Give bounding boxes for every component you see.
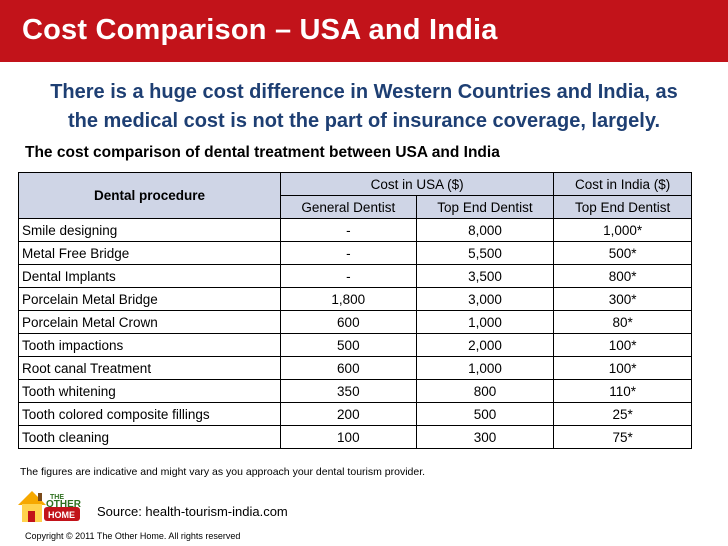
table-row: Root canal Treatment 600 1,000 100* — [18, 356, 692, 380]
india-top-cost-cell: 500* — [553, 241, 692, 265]
usa-top-cost-cell: 800 — [415, 379, 555, 403]
usa-general-cost-cell: 350 — [280, 379, 417, 403]
logo-text-other: OTHER — [46, 499, 82, 510]
cost-comparison-table: Dental procedure Cost in USA ($) Cost in… — [18, 172, 692, 449]
india-top-cost-cell: 100* — [553, 333, 692, 357]
logo-text-the: THE — [50, 494, 64, 501]
usa-top-cost-cell: 2,000 — [415, 333, 555, 357]
title-bar: Cost Comparison – USA and India — [0, 0, 728, 62]
table-row: Dental Implants - 3,500 800* — [18, 264, 692, 288]
usa-top-cost-cell: 300 — [415, 425, 555, 449]
table-row: Metal Free Bridge - 5,500 500* — [18, 241, 692, 265]
india-top-cost-cell: 25* — [553, 402, 692, 426]
intro-text: There is a huge cost difference in Weste… — [20, 78, 708, 136]
procedure-cell: Tooth colored composite fillings — [18, 402, 281, 426]
procedure-cell: Porcelain Metal Bridge — [18, 287, 281, 311]
usa-general-cost-cell: - — [280, 264, 417, 288]
disclaimer-note: The figures are indicative and might var… — [20, 466, 426, 478]
the-other-home-logo: THE OTHER HOME — [16, 487, 84, 527]
india-top-cost-cell: 800* — [553, 264, 692, 288]
india-top-cost-cell: 100* — [553, 356, 692, 380]
header-cost-india: Cost in India ($) — [553, 172, 692, 196]
usa-general-cost-cell: 100 — [280, 425, 417, 449]
copyright-notice: Copyright © 2011 The Other Home. All rig… — [25, 531, 241, 541]
usa-top-cost-cell: 5,500 — [415, 241, 555, 265]
usa-general-cost-cell: 500 — [280, 333, 417, 357]
procedure-cell: Metal Free Bridge — [18, 241, 281, 265]
subheader-india-top-end-dentist: Top End Dentist — [553, 195, 692, 219]
usa-top-cost-cell: 1,000 — [415, 310, 555, 334]
usa-top-cost-cell: 3,000 — [415, 287, 555, 311]
source-credit: Source: health-tourism-india.com — [97, 504, 288, 519]
subheader-usa-general-dentist: General Dentist — [280, 195, 417, 219]
house-logo-icon: THE OTHER HOME — [18, 491, 82, 522]
table-row: Tooth impactions 500 2,000 100* — [18, 333, 692, 357]
procedure-cell: Root canal Treatment — [18, 356, 281, 380]
procedure-cell: Smile designing — [18, 218, 281, 242]
header-cost-usa: Cost in USA ($) — [279, 172, 555, 196]
header-dental-procedure: Dental procedure — [18, 172, 281, 219]
usa-general-cost-cell: 600 — [280, 356, 417, 380]
procedure-cell: Tooth impactions — [18, 333, 281, 357]
usa-top-cost-cell: 1,000 — [415, 356, 555, 380]
table-row: Smile designing - 8,000 1,000* — [18, 218, 692, 242]
procedure-cell: Dental Implants — [18, 264, 281, 288]
india-top-cost-cell: 1,000* — [553, 218, 692, 242]
intro-line-1: There is a huge cost difference in Weste… — [50, 81, 678, 103]
india-top-cost-cell: 110* — [553, 379, 692, 403]
usa-top-cost-cell: 8,000 — [415, 218, 555, 242]
usa-general-cost-cell: 200 — [280, 402, 417, 426]
india-top-cost-cell: 300* — [553, 287, 692, 311]
table-row: Tooth colored composite fillings 200 500… — [18, 402, 692, 426]
usa-general-cost-cell: - — [280, 218, 417, 242]
subheader-usa-top-end-dentist: Top End Dentist — [415, 195, 555, 219]
usa-general-cost-cell: 1,800 — [280, 287, 417, 311]
usa-top-cost-cell: 3,500 — [415, 264, 555, 288]
procedure-cell: Tooth cleaning — [18, 425, 281, 449]
table-row: Porcelain Metal Bridge 1,800 3,000 300* — [18, 287, 692, 311]
logo-text-home: HOME — [48, 510, 75, 520]
procedure-cell: Porcelain Metal Crown — [18, 310, 281, 334]
table-row: Tooth cleaning 100 300 75* — [18, 425, 692, 449]
usa-top-cost-cell: 500 — [415, 402, 555, 426]
procedure-cell: Tooth whitening — [18, 379, 281, 403]
table-caption: The cost comparison of dental treatment … — [25, 144, 500, 161]
usa-general-cost-cell: - — [280, 241, 417, 265]
table-row: Porcelain Metal Crown 600 1,000 80* — [18, 310, 692, 334]
table-row: Tooth whitening 350 800 110* — [18, 379, 692, 403]
india-top-cost-cell: 80* — [553, 310, 692, 334]
india-top-cost-cell: 75* — [553, 425, 692, 449]
intro-line-2: the medical cost is not the part of insu… — [67, 110, 661, 132]
slide-title: Cost Comparison – USA and India — [22, 14, 498, 46]
usa-general-cost-cell: 600 — [280, 310, 417, 334]
